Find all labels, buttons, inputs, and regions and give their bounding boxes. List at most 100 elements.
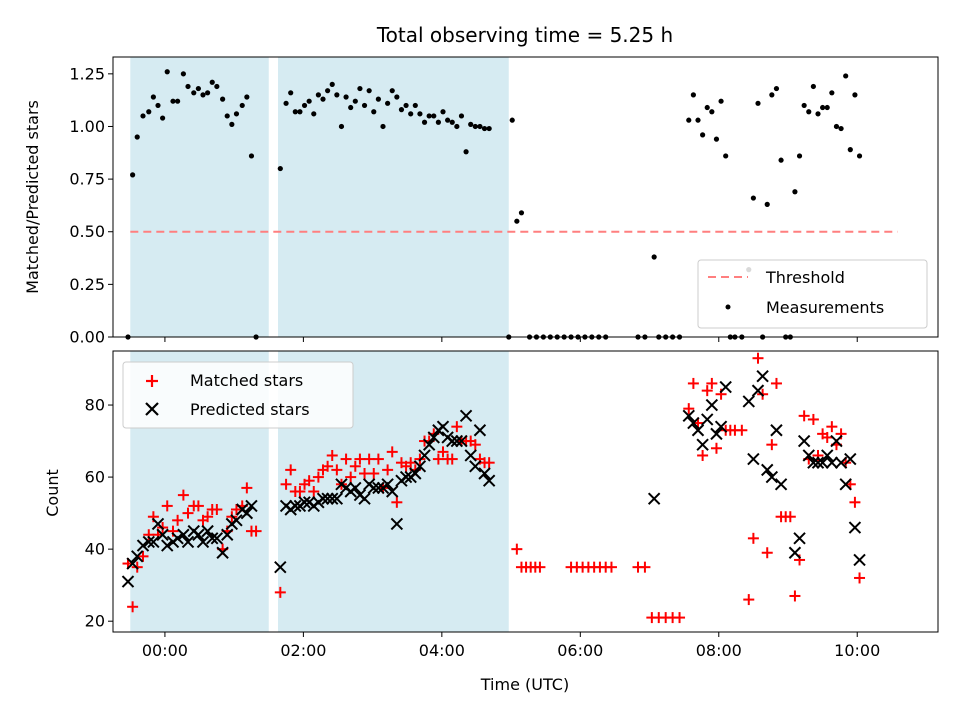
- predicted-star-point: [719, 380, 732, 394]
- measurement-point: [820, 104, 826, 111]
- measurement-point: [690, 92, 696, 98]
- bottom-legend: Matched stars Predicted stars: [122, 361, 354, 429]
- predicted-star-point: [464, 449, 477, 462]
- predicted-star-point: [156, 528, 169, 541]
- measurement-point: [277, 165, 283, 172]
- predicted-star-point: [349, 481, 362, 495]
- x-tick-label: 04:00: [419, 641, 465, 660]
- predicted-star-point: [714, 420, 728, 433]
- measurement-point: [796, 153, 803, 159]
- matched-star-point: [127, 601, 139, 613]
- bottom-legend-box: [122, 361, 354, 429]
- measurement-point: [408, 111, 414, 117]
- y-tick-label: 1.00: [69, 117, 105, 136]
- predicted-star-point: [210, 532, 224, 545]
- predicted-star-point: [386, 485, 399, 498]
- top-legend-box: [697, 259, 928, 329]
- predicted-star-point: [761, 463, 774, 477]
- matched-star-point: [821, 431, 833, 443]
- predicted-star-point: [839, 478, 852, 491]
- matched-star-point: [766, 439, 778, 451]
- measurement-point: [185, 83, 191, 90]
- x-tick-label: 02:00: [280, 641, 326, 660]
- predicted-star-point: [774, 478, 788, 491]
- matched-star-point: [182, 507, 194, 519]
- predicted-star-point: [478, 467, 491, 480]
- x-tick-label: 08:00: [696, 641, 742, 660]
- measurement-point: [421, 119, 428, 125]
- measurement-point: [244, 94, 250, 100]
- matched-star-point: [363, 453, 375, 465]
- matched-star-point: [303, 475, 315, 487]
- predicted-star-point: [409, 467, 422, 480]
- predicted-star-point: [171, 532, 184, 545]
- measurement-point: [320, 96, 326, 102]
- predicted-star-point: [121, 575, 135, 588]
- matched-star-point: [274, 586, 286, 598]
- measurement-point: [403, 102, 409, 109]
- measurement-point: [248, 153, 255, 159]
- measurement-point: [750, 195, 756, 201]
- predicted-star-point: [830, 434, 843, 448]
- bottom-legend-entry-0: Matched stars: [190, 371, 303, 390]
- matched-star-point: [743, 594, 755, 606]
- y-tick-label: 0.50: [69, 222, 105, 241]
- measurement-point: [301, 102, 308, 109]
- measurement-point: [815, 111, 821, 117]
- matched-star-point: [432, 453, 444, 465]
- measurement-point: [366, 88, 372, 94]
- matched-star-point: [391, 496, 403, 508]
- predicted-star-point: [240, 506, 254, 520]
- measurement-point: [371, 109, 377, 115]
- matched-star-point: [331, 464, 343, 476]
- predicted-star-point: [751, 384, 765, 397]
- predicted-star-point: [788, 546, 802, 559]
- matched-star-point: [230, 504, 242, 516]
- measurement-point: [824, 104, 830, 111]
- matched-star-point: [761, 547, 773, 559]
- matched-star-point: [784, 511, 796, 523]
- matched-star-point: [172, 514, 184, 526]
- predicted-star-point: [469, 460, 482, 473]
- predicted-star-point: [142, 535, 155, 549]
- matched-star-point: [789, 590, 801, 602]
- measurement-point: [709, 109, 715, 115]
- measurement-point: [773, 85, 780, 92]
- measurement-point: [764, 201, 770, 207]
- measurement-point: [343, 94, 349, 100]
- top-legend: Threshold Measurements: [697, 259, 928, 329]
- matched-star-point: [752, 352, 764, 364]
- measurement-point: [357, 85, 363, 92]
- matched-star-point: [446, 453, 458, 465]
- shaded-interval-0: [130, 57, 269, 337]
- predicted-star-point: [367, 481, 380, 495]
- x-axis-label: Time (UTC): [480, 675, 569, 694]
- predicted-star-point: [687, 416, 700, 430]
- measurement-point: [200, 92, 206, 98]
- matched-star-point: [807, 413, 819, 425]
- predicted-star-point: [705, 398, 719, 412]
- measurement-point: [856, 153, 863, 159]
- measurement-point: [695, 117, 701, 123]
- matched-star-point: [368, 467, 380, 479]
- matched-star-point: [736, 424, 748, 436]
- bottom-plot-frame: [112, 350, 939, 633]
- matched-star-point: [826, 421, 838, 433]
- measurement-point: [224, 113, 230, 119]
- y-tick-label: 1.25: [69, 64, 105, 83]
- measurement-point: [385, 100, 391, 106]
- measurement-point: [134, 134, 140, 140]
- measurement-point: [205, 90, 211, 96]
- measurement-point: [175, 98, 181, 104]
- predicted-star-point: [399, 470, 413, 484]
- matched-stars-legend-swatch: [146, 375, 158, 387]
- predicted-star-point: [298, 496, 311, 509]
- measurement-point: [306, 98, 312, 104]
- measurement-point: [651, 254, 657, 260]
- matched-star-point: [241, 482, 253, 494]
- predicted-star-point: [177, 528, 190, 541]
- matched-star-point: [211, 504, 223, 516]
- predicted-star-point: [696, 438, 709, 451]
- matched-star-point: [354, 453, 366, 465]
- measurement-point: [389, 88, 395, 94]
